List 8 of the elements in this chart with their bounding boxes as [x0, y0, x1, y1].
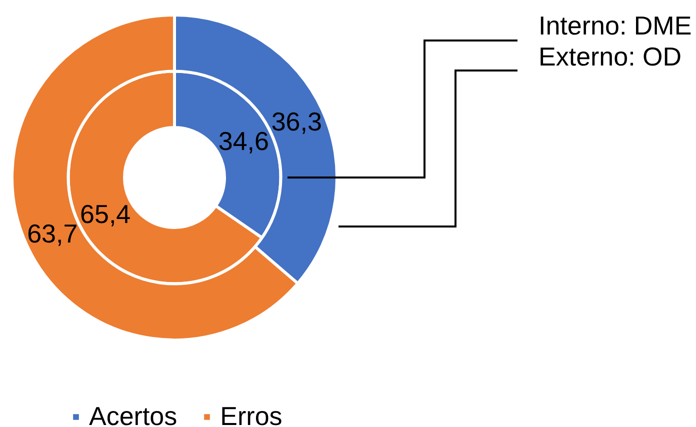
slice-label: Interno: DME [538, 10, 692, 40]
data-label: 65,4 [80, 198, 131, 229]
data-label: 36,3 [271, 106, 322, 136]
legend-label: Acertos [89, 401, 178, 427]
data-label: 34,6 [218, 126, 269, 156]
legend-label: Erros [220, 401, 282, 427]
data-label: 63,7 [27, 218, 78, 249]
slice-label: Externo: OD [538, 42, 682, 72]
